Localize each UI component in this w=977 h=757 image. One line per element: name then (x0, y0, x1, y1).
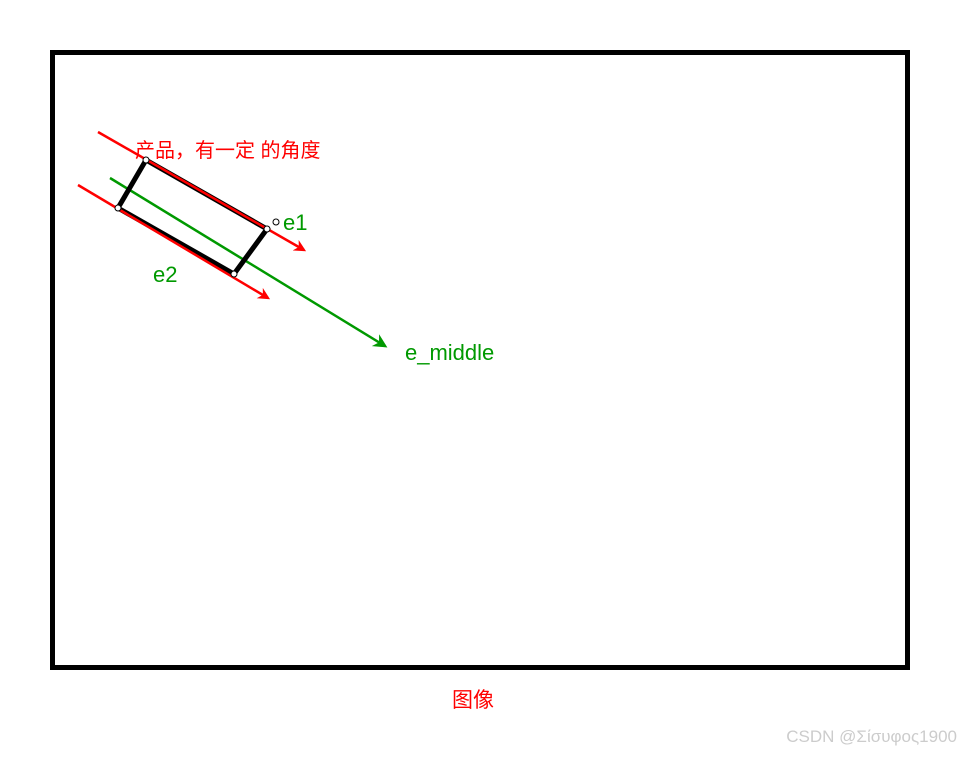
edge-e1-label: e1 (283, 210, 307, 236)
csdn-watermark: CSDN @Σίσυφος1900 (786, 727, 957, 747)
image-caption-label: 图像 (452, 684, 494, 714)
edge-e2-label: e2 (153, 262, 177, 288)
edge-middle-label: e_middle (405, 340, 494, 366)
product-title-label: 产品，有一定 的角度 (135, 134, 321, 163)
